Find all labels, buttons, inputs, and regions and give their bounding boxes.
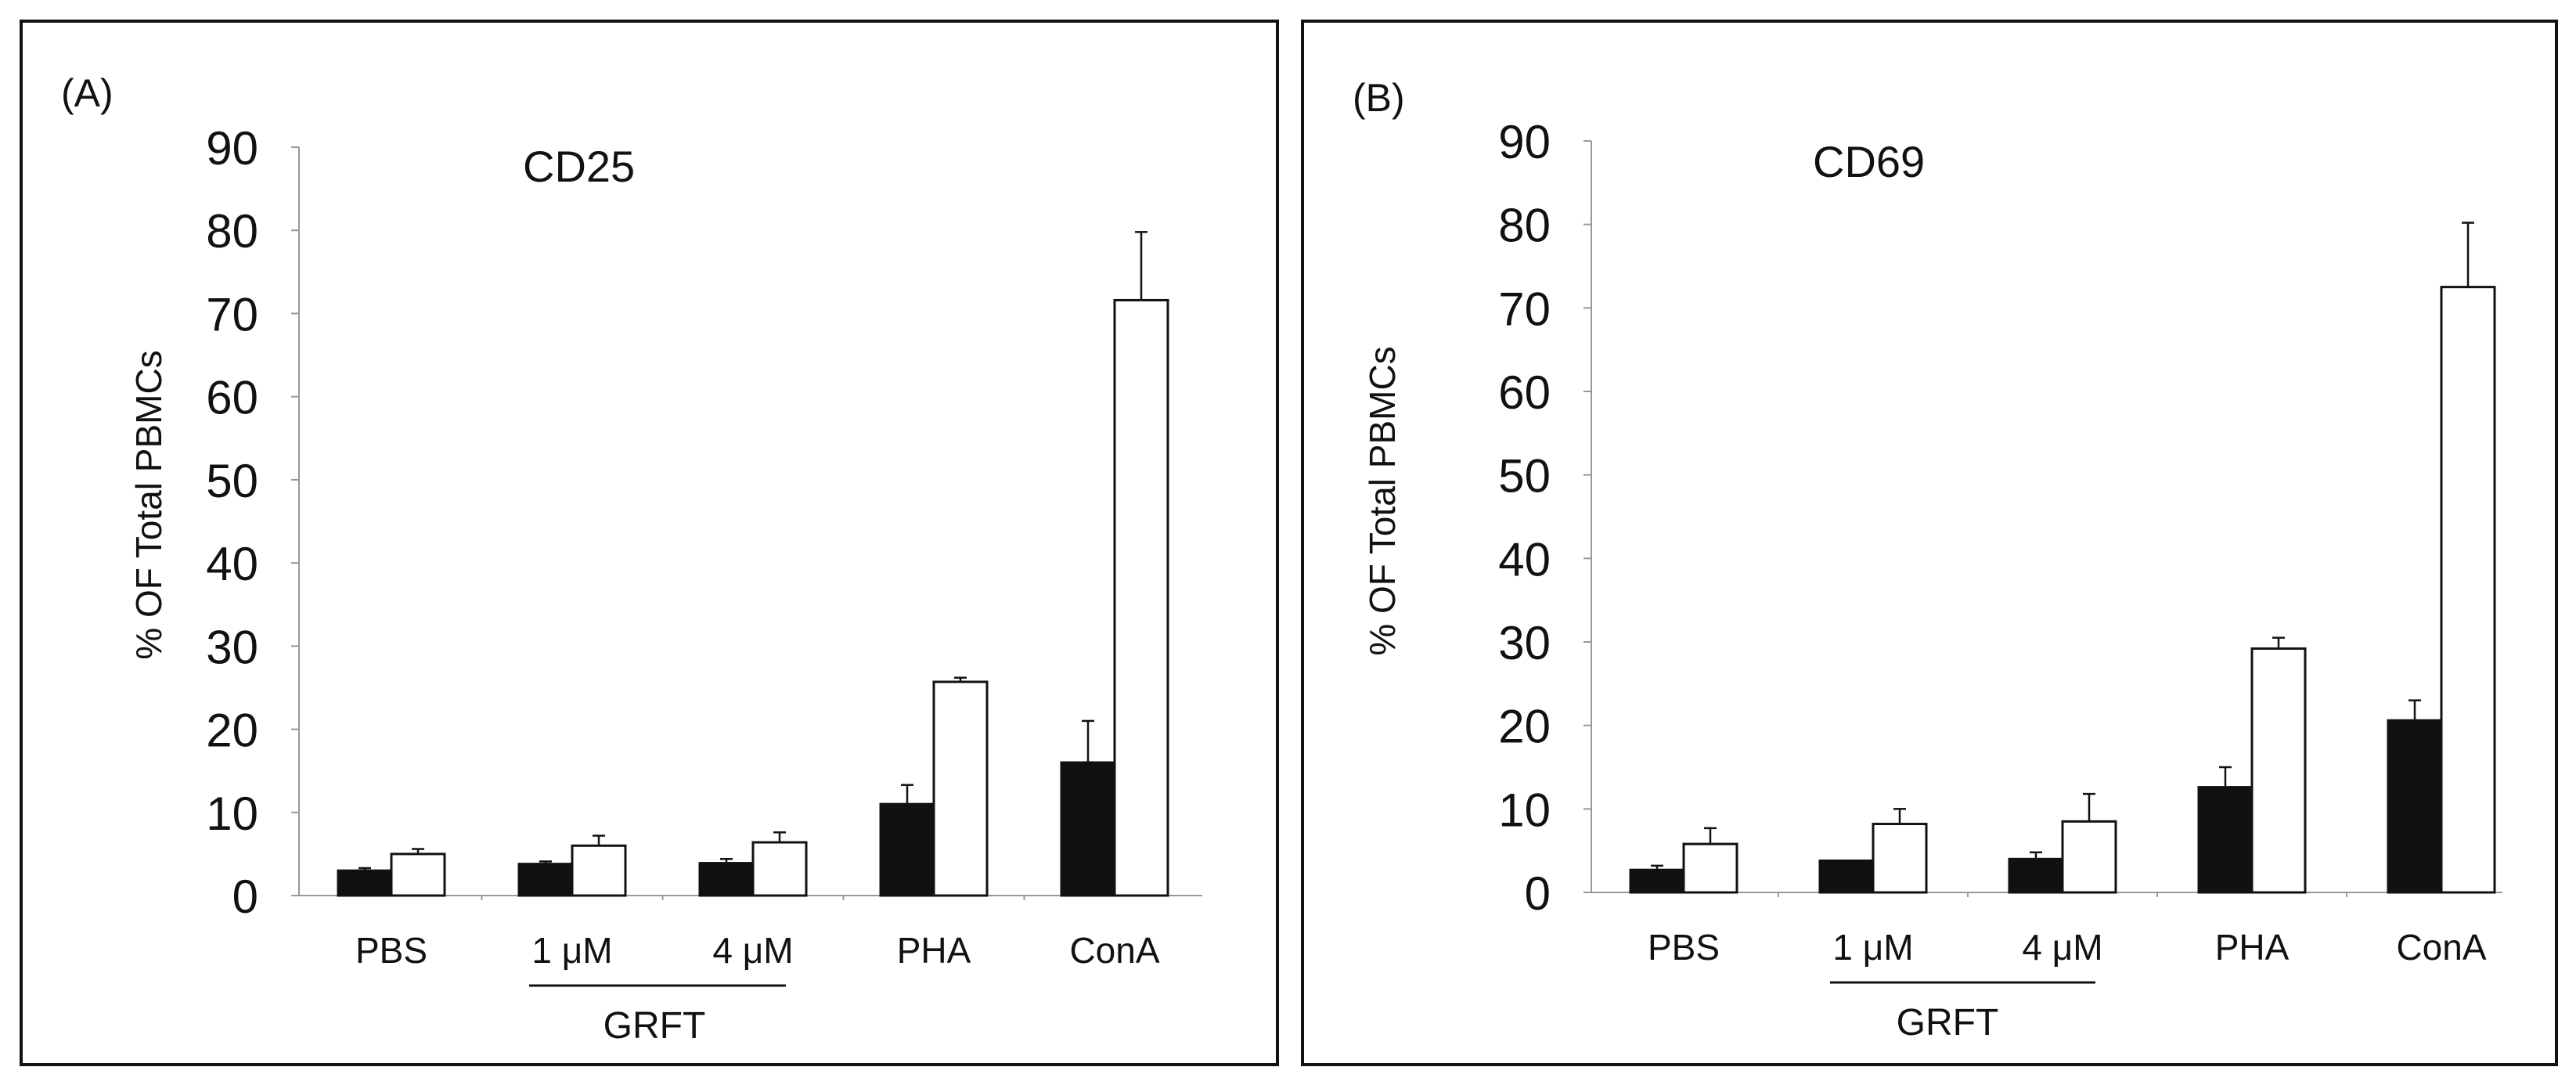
bar-open-ConA xyxy=(1113,298,1169,897)
y-tick-label: 30 xyxy=(1498,617,1551,669)
x-tick-label: ConA xyxy=(2396,927,2486,968)
y-tick-label: 40 xyxy=(206,538,258,590)
bar-open-4-μM xyxy=(751,841,808,897)
y-tick-label: 40 xyxy=(1498,533,1551,586)
panel-a: (A) CD25 % OF Total PBMCs GRFT 0 10 20 30 40… xyxy=(20,20,1279,1066)
y-tick-label: 80 xyxy=(1498,200,1551,252)
panel-b: (B) CD69 % OF Total PBMCs GRFT 0 10 20 30 40… xyxy=(1301,20,2558,1066)
plot-area-a: 0 10 20 30 40 50 60 70 80 90 PBS 1 μM 4 μM PHA ConA xyxy=(206,122,1202,987)
bar-filled-PBS xyxy=(337,869,393,897)
group-label: GRFT xyxy=(603,1005,706,1047)
x-tick-label: 1 μM xyxy=(531,930,612,971)
bar-filled-PBS xyxy=(1629,868,1685,894)
x-tick-label: 4 μM xyxy=(2022,927,2102,968)
bar-filled-PHA xyxy=(2197,786,2254,894)
panel-b-border xyxy=(1301,20,2558,1066)
y-tick-label: 70 xyxy=(206,288,258,341)
x-tick-label: 1 μM xyxy=(1832,927,1913,968)
y-tick-label: 80 xyxy=(206,205,258,258)
y-tick-label: 90 xyxy=(206,122,258,175)
x-tick-label: 4 μM xyxy=(712,930,793,971)
panel-a-border xyxy=(20,20,1279,1066)
y-tick-label: 0 xyxy=(232,871,258,923)
y-tick-label: 50 xyxy=(1498,450,1551,503)
y-tick-label: 60 xyxy=(1498,366,1551,419)
y-tick-label: 30 xyxy=(206,621,258,673)
y-tick-label: 50 xyxy=(206,455,258,507)
bar-open-PHA xyxy=(932,680,989,897)
bar-filled-ConA xyxy=(1060,761,1116,897)
y-tick-label: 10 xyxy=(1498,784,1551,836)
bar-open-1-μM xyxy=(1872,823,1928,894)
bar-open-PHA xyxy=(2250,647,2307,894)
y-tick-label: 60 xyxy=(206,372,258,424)
x-tick-label: PHA xyxy=(897,930,971,971)
bar-open-PBS xyxy=(390,852,446,897)
bar-filled-4-μM xyxy=(698,862,755,897)
bar-open-4-μM xyxy=(2061,820,2117,894)
x-tick-label: PHA xyxy=(2215,927,2290,968)
y-tick-label: 10 xyxy=(206,788,258,840)
bar-filled-1-μM xyxy=(517,863,574,897)
bar-filled-1-μM xyxy=(1818,859,1875,894)
x-tick-label: PBS xyxy=(355,930,427,971)
bar-filled-4-μM xyxy=(2008,857,2064,894)
y-tick-label: 0 xyxy=(1525,867,1551,920)
y-axis-label: % OF Total PBMCs xyxy=(128,350,169,659)
panel-a-label: (A) xyxy=(61,71,113,115)
y-axis-label: % OF Total PBMCs xyxy=(1362,346,1403,655)
bar-open-ConA xyxy=(2440,286,2496,894)
bar-open-1-μM xyxy=(571,844,627,897)
bar-open-PBS xyxy=(1682,842,1738,894)
bar-filled-ConA xyxy=(2387,719,2443,894)
bar-filled-PHA xyxy=(879,802,935,897)
group-label: GRFT xyxy=(1897,1002,1999,1044)
x-tick-label: ConA xyxy=(1069,930,1159,971)
plot-area-b: 0 10 20 30 40 50 60 70 80 90 PBS 1 μM 4 μM PHA ConA xyxy=(1498,116,2502,984)
panel-b-label: (B) xyxy=(1353,76,1405,120)
x-tick-label: PBS xyxy=(1648,927,1720,968)
y-tick-label: 20 xyxy=(1498,701,1551,753)
y-tick-label: 90 xyxy=(1498,116,1551,168)
y-tick-label: 20 xyxy=(206,705,258,757)
y-tick-label: 70 xyxy=(1498,283,1551,335)
chart-title: CD25 xyxy=(523,142,635,191)
chart-title: CD69 xyxy=(1813,137,1925,186)
